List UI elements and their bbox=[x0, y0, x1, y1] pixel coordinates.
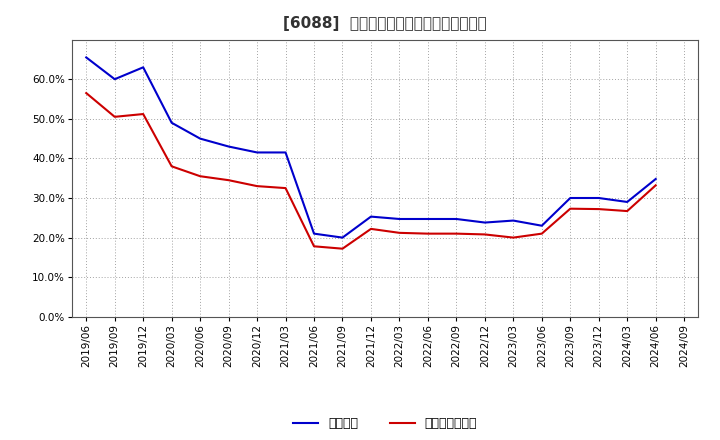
固定長期適合率 bbox=[282, 186, 290, 191]
固定長期適合率 bbox=[537, 231, 546, 236]
固定比率 bbox=[537, 223, 546, 228]
固定長期適合率 bbox=[595, 206, 603, 212]
固定長期適合率 bbox=[509, 235, 518, 240]
固定比率 bbox=[395, 216, 404, 222]
固定比率 bbox=[139, 65, 148, 70]
固定長期適合率 bbox=[310, 244, 318, 249]
固定比率 bbox=[623, 199, 631, 205]
固定比率 bbox=[652, 176, 660, 182]
固定長期適合率 bbox=[480, 232, 489, 237]
固定長期適合率 bbox=[196, 173, 204, 179]
固定長期適合率 bbox=[139, 111, 148, 117]
固定比率 bbox=[225, 144, 233, 149]
固定比率 bbox=[423, 216, 432, 222]
固定比率 bbox=[282, 150, 290, 155]
固定長期適合率 bbox=[652, 183, 660, 188]
固定長期適合率 bbox=[423, 231, 432, 236]
Title: [6088]  固定比率、固定長期適合率の推移: [6088] 固定比率、固定長期適合率の推移 bbox=[284, 16, 487, 32]
固定長期適合率 bbox=[167, 164, 176, 169]
固定長期適合率 bbox=[82, 90, 91, 95]
固定長期適合率 bbox=[623, 209, 631, 214]
固定比率 bbox=[110, 77, 119, 82]
固定長期適合率 bbox=[338, 246, 347, 251]
固定比率 bbox=[566, 195, 575, 201]
固定長期適合率 bbox=[225, 177, 233, 183]
Line: 固定長期適合率: 固定長期適合率 bbox=[86, 93, 656, 249]
固定比率 bbox=[82, 55, 91, 60]
固定比率 bbox=[253, 150, 261, 155]
Legend: 固定比率, 固定長期適合率: 固定比率, 固定長期適合率 bbox=[288, 412, 482, 435]
固定比率 bbox=[366, 214, 375, 219]
固定長期適合率 bbox=[366, 226, 375, 231]
固定長期適合率 bbox=[395, 230, 404, 235]
固定比率 bbox=[196, 136, 204, 141]
固定長期適合率 bbox=[566, 206, 575, 211]
固定比率 bbox=[338, 235, 347, 240]
固定比率 bbox=[509, 218, 518, 223]
固定長期適合率 bbox=[452, 231, 461, 236]
固定長期適合率 bbox=[110, 114, 119, 119]
固定比率 bbox=[595, 195, 603, 201]
固定比率 bbox=[310, 231, 318, 236]
固定長期適合率 bbox=[253, 183, 261, 189]
固定比率 bbox=[480, 220, 489, 225]
Line: 固定比率: 固定比率 bbox=[86, 57, 656, 238]
固定比率 bbox=[452, 216, 461, 222]
固定比率 bbox=[167, 120, 176, 125]
